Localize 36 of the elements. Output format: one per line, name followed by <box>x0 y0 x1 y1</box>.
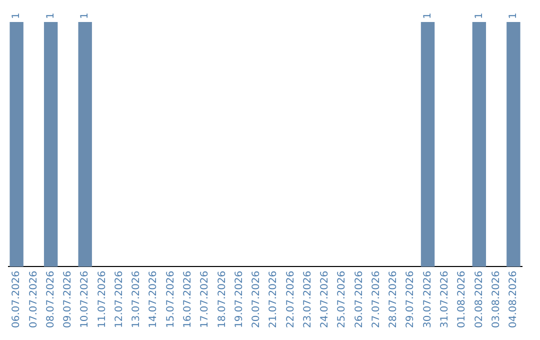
x-tick-label: 07.07.2026 <box>28 270 40 328</box>
x-tick-label: 12.07.2026 <box>114 270 125 328</box>
x-tick-label: 28.07.2026 <box>388 270 400 328</box>
x-tick-label: 23.07.2026 <box>302 270 314 328</box>
x-tick-label: 18.07.2026 <box>216 270 228 328</box>
x-tick-label: 19.07.2026 <box>234 270 245 328</box>
x-tick-label: 22.07.2026 <box>285 270 296 328</box>
data-label: 1 <box>474 12 485 19</box>
data-label: 1 <box>422 12 434 19</box>
data-label: 1 <box>508 12 520 19</box>
x-tick-label: 08.07.2026 <box>45 270 56 328</box>
x-tick-label: 01.08.2026 <box>456 270 468 328</box>
data-label: 1 <box>11 12 22 19</box>
x-tick-label: 03.08.2026 <box>490 270 502 328</box>
x-tick-label: 24.07.2026 <box>320 270 331 328</box>
x-tick-label: 26.07.2026 <box>354 270 365 328</box>
x-tick-label: 25.07.2026 <box>336 270 348 328</box>
data-label: 1 <box>80 12 91 19</box>
x-tick-label: 20.07.2026 <box>251 270 262 328</box>
x-tick-label: 10.07.2026 <box>80 270 91 328</box>
x-tick-label: 13.07.2026 <box>131 270 142 328</box>
x-tick-label: 06.07.2026 <box>11 270 22 328</box>
x-tick-label: 11.07.2026 <box>96 270 108 328</box>
x-tick-label: 14.07.2026 <box>148 270 160 328</box>
x-tick-label: 04.08.2026 <box>508 270 520 328</box>
x-tick-label: 29.07.2026 <box>405 270 416 328</box>
x-tick-label: 27.07.2026 <box>370 270 382 328</box>
x-tick-label: 17.07.2026 <box>200 270 211 328</box>
x-tick-label: 30.07.2026 <box>422 270 434 328</box>
x-tick-label: 31.07.2026 <box>439 270 450 328</box>
x-tick-label: 21.07.2026 <box>268 270 280 328</box>
x-tick-label: 16.07.2026 <box>182 270 194 328</box>
data-label: 1 <box>45 12 56 19</box>
x-tick-label: 09.07.2026 <box>62 270 74 328</box>
x-tick-label: 02.08.2026 <box>474 270 485 328</box>
x-tick-label: 15.07.2026 <box>165 270 176 328</box>
